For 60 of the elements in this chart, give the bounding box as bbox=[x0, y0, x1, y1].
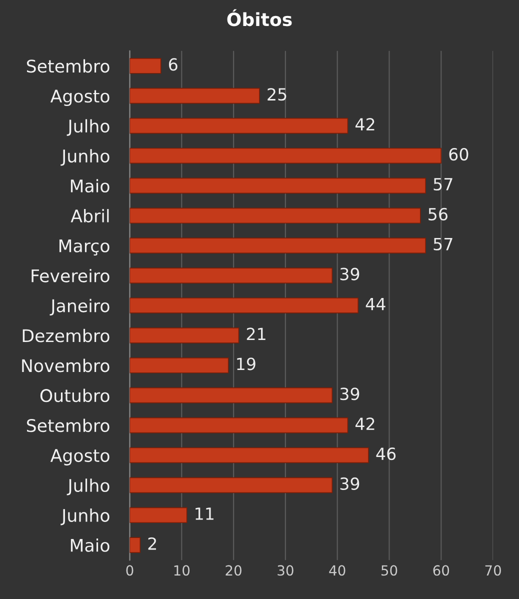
data-label: 25 bbox=[268, 88, 286, 101]
bar bbox=[130, 298, 359, 314]
bar bbox=[130, 118, 348, 134]
y-tick-label: Maio bbox=[70, 538, 110, 552]
bar bbox=[130, 537, 141, 553]
data-label: 19 bbox=[237, 358, 256, 370]
x-tick-label: 40 bbox=[329, 565, 346, 576]
y-tick-label: Setembro bbox=[26, 418, 110, 432]
data-label: 42 bbox=[355, 118, 374, 130]
x-tick-label: 0 bbox=[126, 565, 134, 576]
bar bbox=[130, 268, 333, 284]
data-label: 57 bbox=[434, 178, 452, 191]
y-tick-label: Fevereiro bbox=[32, 268, 110, 282]
bar bbox=[130, 417, 348, 434]
y-tick-label: Abril bbox=[70, 209, 109, 222]
bar bbox=[130, 208, 421, 224]
x-tick-label: 20 bbox=[226, 565, 242, 576]
y-tick-label: Agosto bbox=[50, 90, 110, 106]
y-tick-label: Maio bbox=[70, 179, 110, 193]
data-label: 46 bbox=[376, 447, 396, 460]
bar bbox=[130, 238, 426, 254]
bar bbox=[130, 387, 333, 404]
y-tick-label: Novembro bbox=[22, 358, 110, 372]
y-tick-label: Junho bbox=[60, 149, 110, 166]
data-label: 11 bbox=[196, 508, 214, 520]
data-label: 2 bbox=[148, 537, 156, 550]
data-label: 6 bbox=[169, 58, 178, 71]
y-tick-label: Janeiro bbox=[50, 298, 110, 316]
bar bbox=[130, 477, 333, 494]
bar bbox=[130, 178, 426, 194]
data-label: 39 bbox=[340, 388, 360, 400]
data-label: 57 bbox=[434, 238, 452, 250]
x-tick-label: 70 bbox=[485, 565, 501, 576]
chart-title: Óbitos bbox=[227, 9, 292, 26]
y-tick-label: Julho bbox=[66, 478, 110, 496]
x-tick-label: 50 bbox=[381, 565, 398, 576]
x-tick-label: 10 bbox=[174, 565, 190, 576]
y-tick-label: Março bbox=[59, 240, 110, 256]
bar bbox=[130, 357, 229, 374]
x-tick-label: 60 bbox=[433, 565, 450, 576]
y-tick-label: Julho bbox=[66, 119, 110, 136]
bar bbox=[130, 148, 442, 164]
data-label: 56 bbox=[428, 208, 448, 220]
bar bbox=[130, 58, 162, 74]
data-label: 39 bbox=[340, 268, 360, 280]
bar bbox=[130, 328, 240, 344]
y-tick-label: Agosto bbox=[50, 449, 110, 466]
data-label: 39 bbox=[340, 477, 360, 490]
data-label: 60 bbox=[449, 148, 468, 161]
bar bbox=[130, 507, 188, 524]
x-tick-label: 30 bbox=[278, 565, 294, 576]
y-tick-label: Junho bbox=[60, 508, 110, 526]
y-tick-label: Setembro bbox=[26, 59, 110, 73]
data-label: 42 bbox=[355, 418, 374, 430]
y-tick-label: Outubro bbox=[40, 388, 110, 402]
bar bbox=[130, 447, 369, 464]
data-label: 44 bbox=[366, 298, 386, 310]
y-tick-label: Dezembro bbox=[22, 328, 110, 342]
bar bbox=[130, 88, 260, 104]
data-label: 21 bbox=[246, 328, 266, 340]
